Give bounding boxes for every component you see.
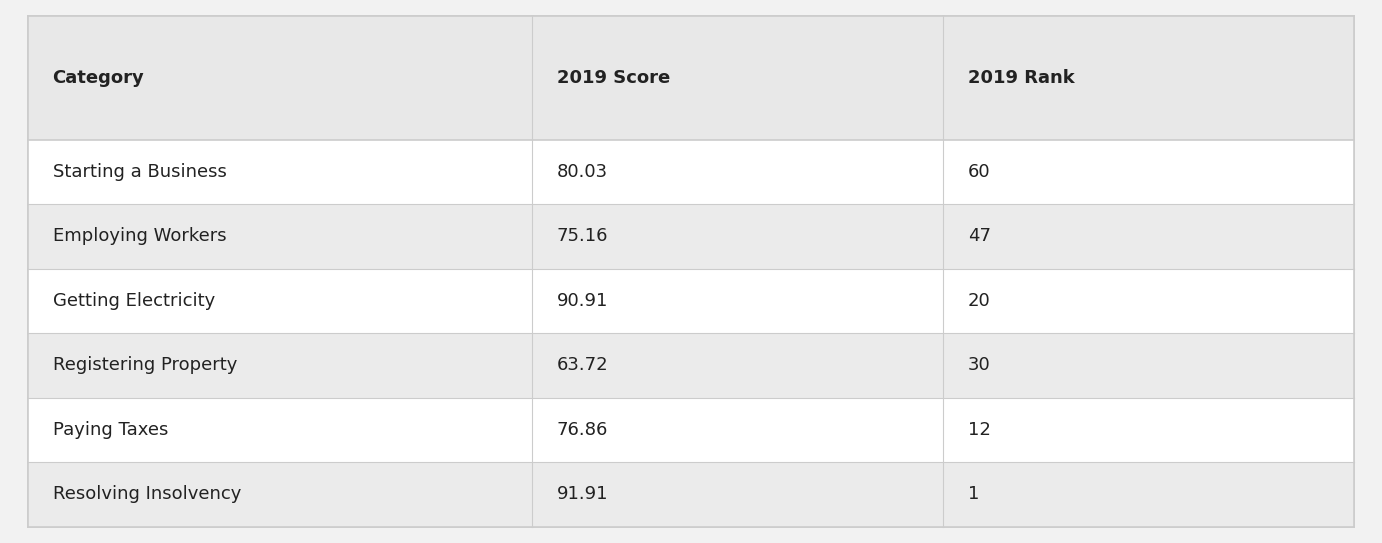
Text: 2019 Rank: 2019 Rank — [967, 69, 1075, 87]
Text: 63.72: 63.72 — [557, 356, 608, 375]
Text: Registering Property: Registering Property — [53, 356, 236, 375]
Text: Getting Electricity: Getting Electricity — [53, 292, 214, 310]
Bar — [28, 333, 1354, 397]
Text: Employing Workers: Employing Workers — [53, 228, 227, 245]
Text: 1: 1 — [967, 485, 980, 503]
Text: Resolving Insolvency: Resolving Insolvency — [53, 485, 240, 503]
Bar — [28, 204, 1354, 269]
Text: 47: 47 — [967, 228, 991, 245]
Bar — [28, 397, 1354, 462]
Text: 76.86: 76.86 — [557, 421, 608, 439]
Text: 2019 Score: 2019 Score — [557, 69, 670, 87]
Bar — [28, 269, 1354, 333]
Text: 80.03: 80.03 — [557, 163, 608, 181]
Text: 30: 30 — [967, 356, 991, 375]
Bar — [28, 140, 1354, 204]
Text: 90.91: 90.91 — [557, 292, 608, 310]
Bar — [28, 462, 1354, 527]
Text: Paying Taxes: Paying Taxes — [53, 421, 167, 439]
Text: 91.91: 91.91 — [557, 485, 608, 503]
Text: Category: Category — [53, 69, 144, 87]
Text: 75.16: 75.16 — [557, 228, 608, 245]
Bar — [28, 16, 1354, 140]
Text: 12: 12 — [967, 421, 991, 439]
Text: 20: 20 — [967, 292, 991, 310]
Text: Starting a Business: Starting a Business — [53, 163, 227, 181]
Text: 60: 60 — [967, 163, 991, 181]
